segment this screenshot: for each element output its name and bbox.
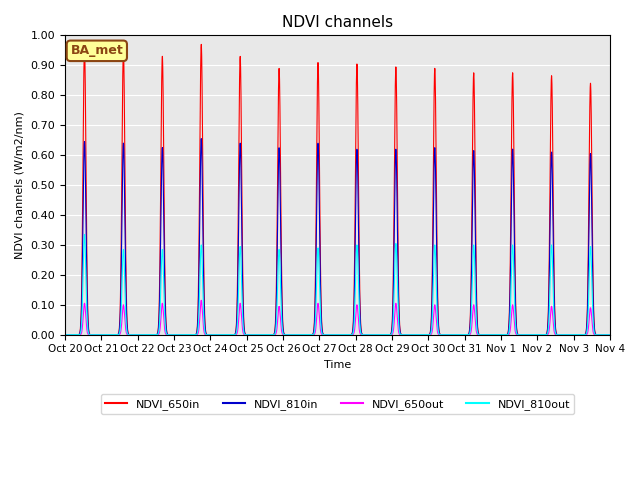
- NDVI_810out: [606, 332, 614, 337]
- NDVI_810out: [61, 332, 69, 337]
- NDVI_810in: [552, 330, 560, 336]
- NDVI_810in: [198, 136, 205, 142]
- Line: NDVI_650in: NDVI_650in: [65, 44, 610, 335]
- NDVI_650in: [61, 332, 69, 337]
- NDVI_810out: [273, 306, 281, 312]
- NDVI_810in: [120, 141, 127, 146]
- NDVI_650in: [198, 41, 205, 47]
- Text: BA_met: BA_met: [70, 44, 124, 57]
- Line: NDVI_810in: NDVI_810in: [65, 139, 610, 335]
- Title: NDVI channels: NDVI channels: [282, 15, 393, 30]
- X-axis label: Time: Time: [324, 360, 351, 370]
- NDVI_650in: [481, 332, 488, 337]
- NDVI_810in: [412, 332, 420, 337]
- NDVI_650out: [606, 332, 614, 337]
- NDVI_650out: [61, 332, 69, 337]
- NDVI_650in: [294, 332, 302, 337]
- NDVI_650out: [273, 325, 281, 331]
- NDVI_810out: [552, 331, 560, 337]
- Line: NDVI_650out: NDVI_650out: [65, 300, 610, 335]
- NDVI_650out: [294, 332, 302, 337]
- NDVI_810out: [481, 332, 488, 337]
- NDVI_650in: [412, 332, 420, 337]
- NDVI_810out: [412, 332, 420, 337]
- NDVI_650out: [552, 332, 560, 337]
- NDVI_650in: [552, 329, 560, 335]
- NDVI_650in: [273, 240, 281, 245]
- NDVI_810out: [81, 231, 88, 237]
- NDVI_650out: [481, 332, 488, 337]
- NDVI_650out: [198, 298, 205, 303]
- NDVI_810in: [273, 267, 281, 273]
- Legend: NDVI_650in, NDVI_810in, NDVI_650out, NDVI_810out: NDVI_650in, NDVI_810in, NDVI_650out, NDV…: [100, 394, 574, 414]
- NDVI_650out: [412, 332, 420, 337]
- NDVI_810out: [120, 247, 127, 252]
- NDVI_810in: [61, 332, 69, 337]
- NDVI_650in: [606, 332, 614, 337]
- NDVI_810in: [606, 332, 614, 337]
- NDVI_810in: [294, 332, 302, 337]
- NDVI_810in: [481, 332, 488, 337]
- NDVI_650out: [120, 302, 127, 308]
- NDVI_650in: [120, 48, 127, 54]
- Y-axis label: NDVI channels (W/m2/nm): NDVI channels (W/m2/nm): [15, 111, 25, 259]
- NDVI_810out: [294, 332, 302, 337]
- Line: NDVI_810out: NDVI_810out: [65, 234, 610, 335]
